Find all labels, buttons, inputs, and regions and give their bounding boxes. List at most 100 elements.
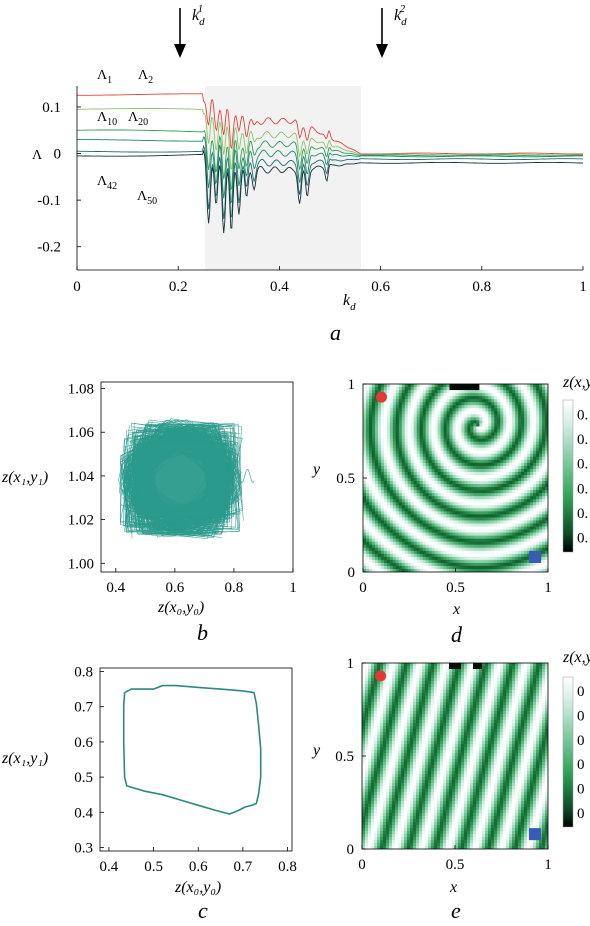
chart-d-cell	[434, 529, 438, 533]
chart-d-cell	[449, 396, 453, 400]
chart-d-cell	[437, 517, 441, 521]
chart-d-cell	[533, 405, 537, 409]
chart-d-cell	[476, 568, 480, 572]
chart-d-cell	[452, 493, 456, 497]
chart-d-cell	[515, 529, 519, 533]
chart-d-cell	[533, 493, 537, 497]
chart-e-cell	[362, 687, 366, 691]
chart-d-cell	[392, 423, 397, 427]
chart-d-cell	[389, 535, 394, 540]
chart-d-cell	[425, 426, 430, 430]
chart-d-cell	[413, 450, 418, 455]
chart-d-cell	[524, 508, 528, 512]
chart-d-cell	[542, 474, 546, 479]
chart-d-cell	[368, 387, 373, 391]
chart-d-cell	[473, 405, 477, 409]
chart-d-cell	[545, 420, 548, 424]
chart-d-cell	[473, 568, 477, 572]
chart-d-cell	[392, 550, 397, 555]
chart-d-cell	[380, 562, 385, 567]
chart-e-cell	[377, 771, 381, 775]
chart-d-cell	[407, 562, 412, 567]
chart-d-cell	[503, 505, 507, 509]
chart-d-cell	[545, 456, 548, 461]
chart-d-cell	[527, 538, 531, 543]
chart-d-cell	[404, 411, 409, 415]
chart-d-cell	[425, 408, 430, 412]
chart-d-cell	[392, 559, 397, 564]
chart-d-cell	[419, 423, 424, 427]
chart-d-cell	[437, 559, 441, 564]
chart-d-cell	[479, 399, 483, 403]
chart-d-cell	[482, 496, 486, 500]
chart-d-cell	[377, 559, 382, 564]
chart-d-cell	[440, 520, 444, 524]
chart-d-cell	[389, 390, 394, 394]
chart-d-cell	[365, 423, 370, 427]
chart-d-cell	[485, 484, 489, 488]
chart-d-cell	[446, 568, 450, 572]
chart-d-cell	[494, 526, 498, 530]
chart-d-cell	[476, 550, 480, 555]
chart-e-cell	[377, 828, 381, 832]
chart-e-cell	[380, 843, 384, 847]
chart-d-cell	[413, 444, 418, 449]
chart-d-cell	[443, 417, 447, 421]
chart-d-cell	[407, 420, 412, 424]
chart-d-cell	[503, 568, 507, 572]
chart-d-cell	[368, 505, 373, 509]
chart-d-cell	[464, 462, 468, 467]
chart-d-cell	[377, 420, 382, 424]
chart-d-cell	[509, 517, 513, 521]
chart-d-cell	[458, 450, 462, 455]
chart-e-cell	[365, 813, 369, 817]
chart-d-cell	[464, 568, 468, 572]
chart-d-cell	[467, 396, 471, 400]
chart-d-cell	[446, 435, 450, 439]
chart-d-cell	[461, 526, 465, 530]
chart-a-ytick-label: 0.1	[42, 100, 61, 116]
chart-d-cell	[428, 426, 433, 430]
chart-b-ytick-label: 1.06	[68, 425, 95, 441]
chart-d-cell	[494, 426, 498, 430]
chart-d-cell	[440, 556, 444, 561]
chart-d-cell	[455, 438, 459, 443]
chart-d-cell	[392, 393, 397, 397]
chart-d-cell	[524, 408, 528, 412]
chart-d-cell	[524, 435, 528, 439]
chart-d-cell	[452, 387, 456, 391]
chart-d-cell	[503, 526, 507, 530]
chart-e-cell	[398, 825, 402, 829]
chart-d-cell	[512, 502, 516, 506]
chart-d-cell	[449, 520, 453, 524]
chart-d-cell	[389, 532, 394, 537]
chart-d-cell	[539, 423, 543, 427]
chart-d-cell	[437, 399, 441, 403]
chart-d-cell	[494, 432, 498, 436]
chart-d-cell	[437, 553, 441, 558]
chart-d-cell	[422, 453, 427, 458]
chart-d-cell	[431, 499, 436, 503]
chart-d-cell	[416, 505, 421, 509]
chart-d-cell	[497, 508, 501, 512]
chart-d-cell	[473, 456, 477, 461]
chart-d-cell	[449, 399, 453, 403]
chart-d-cell	[482, 493, 486, 497]
chart-e-cell	[377, 732, 381, 736]
chart-d-cell	[518, 553, 522, 558]
chart-d-cell	[422, 553, 427, 558]
chart-d-cell	[497, 535, 501, 540]
chart-d-cell	[380, 405, 385, 409]
chart-d-cell	[410, 484, 415, 488]
chart-d-cell	[467, 499, 471, 503]
chart-d-cell	[419, 562, 424, 567]
chart-d-cell	[467, 559, 471, 564]
chart-d-cell	[536, 384, 540, 388]
chart-d-cell	[419, 568, 424, 572]
chart-d-cell	[413, 502, 418, 506]
chart-d-cell	[425, 441, 430, 446]
chart-e-cell	[377, 792, 381, 796]
chart-d-cell	[545, 535, 548, 540]
chart-e-cell	[383, 834, 387, 838]
chart-d-cell	[416, 390, 421, 394]
